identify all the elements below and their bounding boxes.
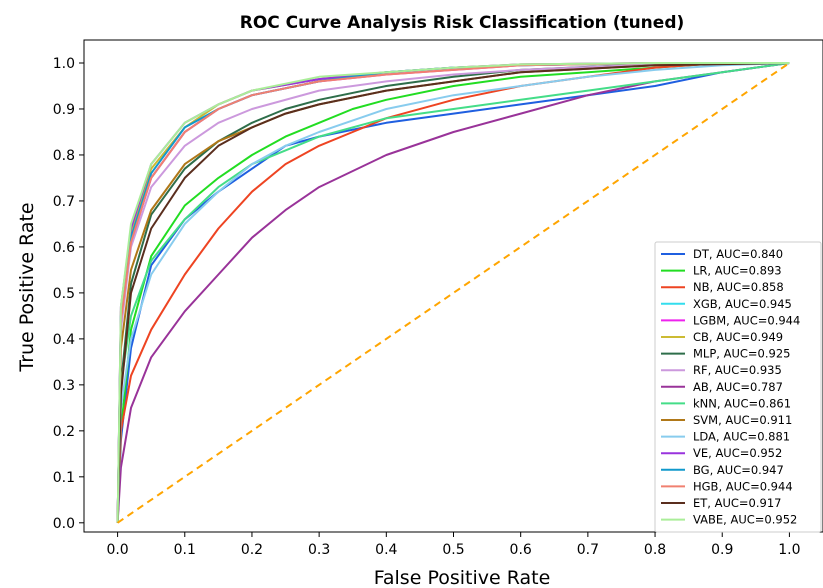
- roc-curve-15: [116, 62, 790, 523]
- legend-entry: LGBM, AUC=0.944: [693, 313, 800, 327]
- legend-entry: VE, AUC=0.952: [693, 446, 782, 460]
- legend-entry: kNN, AUC=0.861: [693, 396, 791, 410]
- x-tick-label: 1.0: [778, 542, 800, 558]
- legend-entry: LR, AUC=0.893: [693, 264, 782, 278]
- x-tick-label: 0.6: [510, 542, 532, 558]
- roc-curve-9: [116, 62, 790, 523]
- legend-entry: AB, AUC=0.787: [693, 380, 783, 394]
- legend-entry: CB, AUC=0.949: [693, 330, 783, 344]
- y-tick-label: 0.1: [53, 470, 75, 486]
- y-tick-label: 0.0: [53, 516, 75, 532]
- legend-box: [654, 241, 822, 533]
- roc-curve-8: [116, 62, 790, 523]
- x-tick-label: 0.7: [577, 542, 599, 558]
- x-tick-label: 0.8: [644, 542, 666, 558]
- y-axis-label: True Positive Rate: [16, 202, 38, 372]
- legend: DT, AUC=0.840 LR, AUC=0.893 NB, AUC=0.858 X…: [654, 241, 822, 533]
- y-tick-label: 1.0: [53, 56, 75, 72]
- x-tick-label: 0.9: [711, 542, 733, 558]
- x-tick-label: 0.1: [174, 542, 196, 558]
- legend-entry: RF, AUC=0.935: [693, 363, 782, 377]
- legend-entry: VABE, AUC=0.952: [693, 513, 797, 527]
- x-tick-label: 0.2: [241, 542, 263, 558]
- random-classifier-diagonal: [117, 62, 790, 524]
- x-tick-label: 0.3: [308, 542, 330, 558]
- x-tick-label: 0.4: [375, 542, 397, 558]
- x-axis-label: False Positive Rate: [374, 567, 551, 588]
- roc-curve-11: [116, 62, 790, 523]
- x-tick-label: 0.0: [106, 542, 128, 558]
- legend-entry: BG, AUC=0.947: [693, 463, 784, 477]
- legend-entry: LDA, AUC=0.881: [693, 430, 790, 444]
- y-tick-label: 0.5: [53, 286, 75, 302]
- y-tick-label: 0.9: [53, 102, 75, 118]
- x-axis: 0.0 0.1 0.2 0.3 0.4 0.5 0.6 0.7 0.8 0.9 1.0: [106, 532, 801, 558]
- roc-curve-16: [116, 62, 790, 523]
- legend-entry: SVM, AUC=0.911: [693, 413, 792, 427]
- x-tick-label: 0.5: [442, 542, 464, 558]
- y-tick-label: 0.4: [53, 332, 75, 348]
- y-axis: 0.0 0.1 0.2 0.3 0.4 0.5 0.6 0.7 0.8 0.9 1.0: [53, 56, 84, 532]
- y-tick-label: 0.3: [53, 378, 75, 394]
- legend-entry: ET, AUC=0.917: [693, 496, 781, 510]
- y-tick-label: 0.6: [53, 240, 75, 256]
- chart-title: ROC Curve Analysis Risk Classification (…: [240, 13, 685, 33]
- y-tick-label: 0.2: [53, 424, 75, 440]
- legend-entry: NB, AUC=0.858: [693, 280, 784, 294]
- legend-entry: DT, AUC=0.840: [693, 247, 783, 261]
- legend-entry: MLP, AUC=0.925: [693, 347, 790, 361]
- roc-curves: [116, 62, 790, 523]
- legend-entry: XGB, AUC=0.945: [693, 297, 792, 311]
- legend-entry: HGB, AUC=0.944: [693, 479, 793, 493]
- y-tick-label: 0.8: [53, 148, 75, 164]
- y-tick-label: 0.7: [53, 194, 75, 210]
